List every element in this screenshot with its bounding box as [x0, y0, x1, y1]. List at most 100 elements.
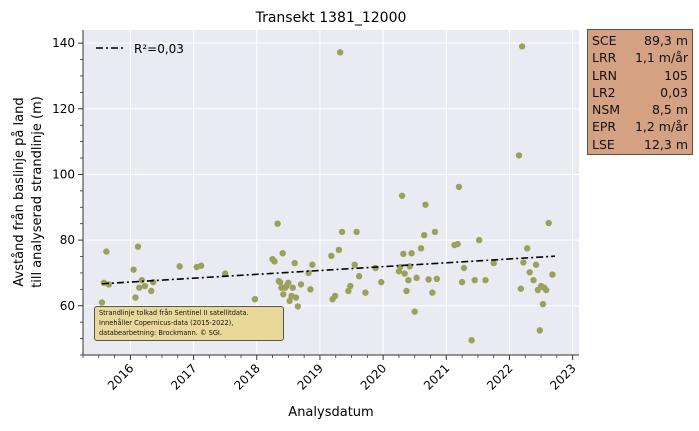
stat-row-lrn: LRN 105	[592, 67, 688, 84]
data-point	[517, 285, 525, 292]
data-points	[98, 43, 556, 344]
data-point	[279, 250, 286, 257]
data-point	[271, 258, 278, 265]
data-point	[134, 243, 142, 250]
stat-key: NSM	[592, 102, 621, 118]
x-tick-label: 2021	[421, 361, 452, 392]
data-point	[274, 220, 281, 227]
data-point	[136, 284, 143, 291]
data-point	[355, 273, 363, 280]
data-point	[292, 294, 300, 301]
data-point	[420, 231, 428, 239]
data-point	[460, 264, 468, 272]
y-axis-label-line2: till analyserad strandlinje (m)	[30, 96, 45, 288]
data-point	[297, 281, 305, 288]
data-point	[536, 327, 544, 334]
data-point	[98, 299, 106, 306]
data-point	[425, 276, 432, 283]
data-point	[148, 287, 155, 295]
data-point	[286, 297, 293, 305]
data-point	[335, 246, 343, 254]
stat-value: 8,5 m	[651, 102, 688, 118]
x-tick-label: 2022	[484, 361, 515, 392]
data-point	[431, 228, 439, 236]
stat-value: 0,03	[660, 84, 688, 100]
x-tick-label: 2019	[295, 361, 326, 392]
data-point	[280, 291, 287, 298]
data-point	[482, 276, 489, 284]
x-tick-label: 2020	[358, 361, 389, 392]
data-point	[520, 259, 527, 266]
chart-title: Transekt 1381_12000	[255, 10, 407, 26]
y-axis-label-line1: Avstånd från baslinje på land	[12, 97, 27, 286]
data-point	[103, 248, 110, 255]
data-point	[378, 278, 385, 286]
y-tick-label: 120	[52, 102, 75, 116]
data-point	[307, 286, 314, 293]
stat-row-lr2: LR2 0,03	[592, 84, 688, 101]
data-point	[285, 279, 292, 286]
grid-lines	[83, 30, 579, 355]
data-point	[549, 271, 556, 278]
data-point	[251, 295, 259, 303]
data-point	[331, 292, 339, 300]
data-point	[413, 274, 420, 282]
data-point	[221, 270, 229, 277]
data-point	[305, 269, 312, 277]
stat-row-nsm: NSM 8,5 m	[592, 101, 688, 118]
x-tick-label: 2017	[168, 361, 199, 392]
data-point	[289, 284, 296, 291]
stat-row-epr: EPR 1,2 m/år	[592, 118, 688, 135]
data-point	[130, 266, 137, 273]
data-point	[454, 240, 461, 248]
y-tick-label: 140	[52, 36, 75, 50]
data-point	[417, 245, 425, 252]
data-point	[545, 219, 552, 227]
stat-value: 1,2 m/år	[634, 119, 688, 135]
data-point	[530, 276, 537, 284]
data-point	[138, 276, 145, 284]
y-tick-label: 80	[60, 233, 75, 247]
data-point	[471, 276, 478, 284]
data-point	[309, 261, 316, 268]
statistics-box: SCE 89,3 m LRR 1,1 m/år LRN 105 LR2 0,03 NSM…	[587, 29, 693, 155]
data-point	[105, 281, 113, 288]
data-point	[291, 259, 298, 267]
data-point	[336, 49, 344, 56]
note-line: Innehåller Copernicus-data (2015-2022),	[99, 319, 234, 327]
data-point	[468, 337, 475, 344]
data-point	[398, 192, 406, 199]
data-point	[197, 262, 205, 269]
data-point	[401, 270, 408, 277]
data-point	[176, 263, 183, 270]
data-point	[539, 300, 547, 308]
data-point	[353, 228, 360, 236]
data-point	[475, 236, 483, 244]
data-point	[294, 303, 302, 310]
data-point	[362, 289, 369, 296]
note-line: databearbetning: Brockmann. © SGI.	[99, 329, 222, 337]
y-tick-label: 100	[52, 167, 75, 181]
data-point	[408, 250, 415, 257]
data-point	[403, 287, 410, 295]
trend-line	[101, 255, 556, 285]
stat-row-lse: LSE 12,3 m	[592, 136, 688, 153]
stat-value: 105	[664, 67, 688, 83]
data-point	[542, 286, 550, 294]
data-point	[351, 261, 358, 268]
x-tick-label: 2016	[105, 361, 136, 392]
data-point	[328, 252, 335, 260]
legend-label: R²=0,03	[134, 42, 184, 56]
legend: R²=0,03	[96, 42, 184, 56]
stat-key: LRN	[592, 67, 617, 83]
data-point	[433, 275, 441, 283]
data-point	[422, 201, 429, 208]
data-source-note: Strandlinje tolkad från Sentinel II sate…	[94, 306, 284, 341]
stat-key: LR2	[592, 84, 616, 100]
stat-key: SCE	[592, 33, 617, 48]
stat-key: LSE	[592, 136, 615, 152]
data-point	[405, 276, 412, 284]
data-point	[338, 228, 346, 236]
x-tick-label: 2018	[231, 361, 262, 392]
